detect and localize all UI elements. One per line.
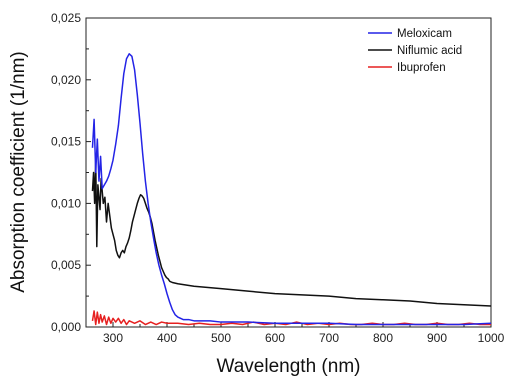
x-tick-label: 900 bbox=[427, 331, 447, 345]
y-axis-title: Absorption coefficient (1/nm) bbox=[8, 51, 29, 293]
y-tick-label: 0,000 bbox=[51, 320, 81, 334]
series-line-meloxicam bbox=[91, 53, 492, 326]
y-tick-label: 0,005 bbox=[51, 258, 81, 272]
legend-label: Meloxicam bbox=[397, 28, 452, 40]
y-tick-label: 0,015 bbox=[51, 135, 81, 149]
x-tick-label: 700 bbox=[319, 331, 339, 345]
x-tick-label: 600 bbox=[265, 331, 285, 345]
x-axis: 300 400 500 600 700 800 900 1000 bbox=[103, 322, 505, 345]
plot-area bbox=[85, 17, 492, 328]
x-axis-title: Wavelength (nm) bbox=[217, 356, 361, 376]
x-tick-label: 800 bbox=[373, 331, 393, 345]
x-tick-label: 400 bbox=[157, 331, 177, 345]
legend-label: Niflumic acid bbox=[397, 45, 462, 57]
y-tick-label: 0,025 bbox=[51, 11, 81, 25]
legend: Meloxicam Niflumic acid Ibuprofen bbox=[368, 28, 462, 74]
y-tick-label: 0,020 bbox=[51, 73, 81, 87]
x-tick-label: 1000 bbox=[478, 331, 505, 345]
x-tick-label: 500 bbox=[211, 331, 231, 345]
series-line-niflumic-acid bbox=[91, 159, 492, 307]
y-axis: 0,000 0,005 0,010 0,015 0,020 0,025 bbox=[51, 11, 91, 334]
x-tick-label: 300 bbox=[103, 331, 123, 345]
legend-label: Ibuprofen bbox=[397, 62, 446, 74]
series-layer bbox=[91, 53, 492, 326]
y-tick-label: 0,010 bbox=[51, 196, 81, 210]
